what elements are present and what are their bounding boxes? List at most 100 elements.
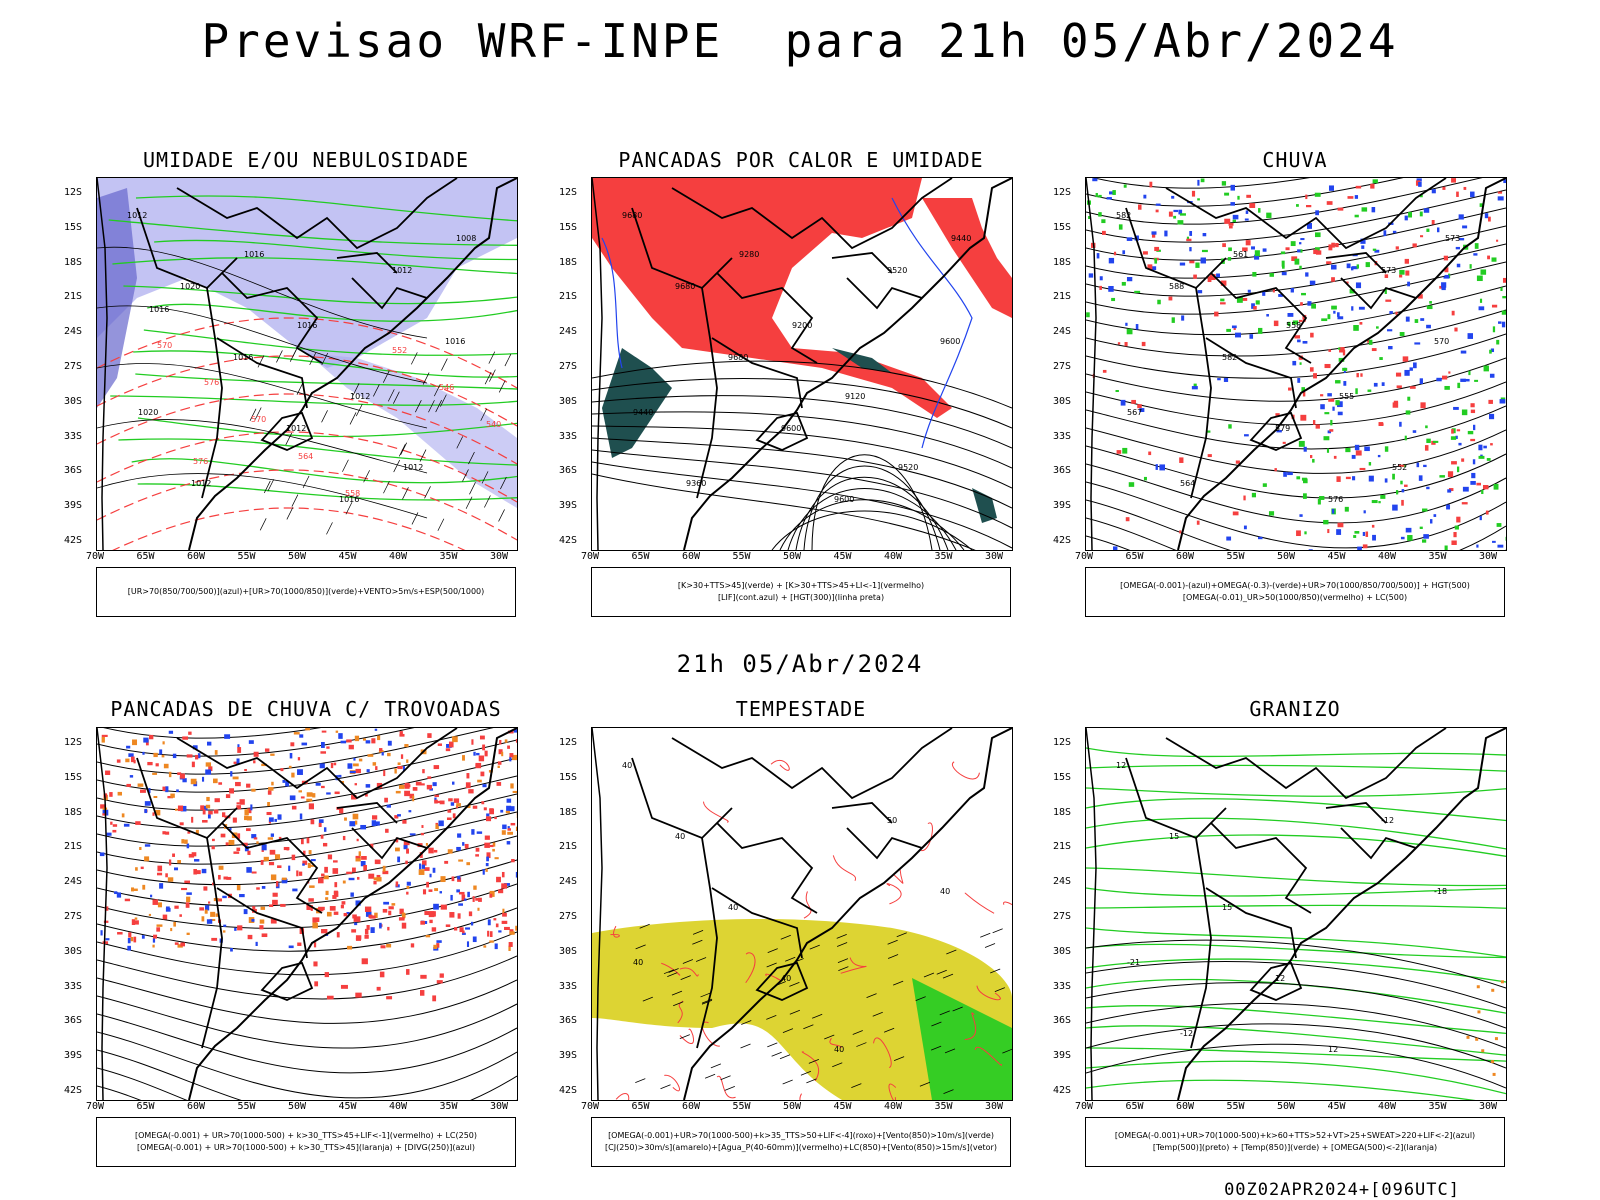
precip-pixel: [1258, 327, 1263, 334]
precip-pixel: [340, 904, 344, 909]
wind-vector: [373, 384, 380, 397]
precip-pixel: [379, 971, 385, 978]
thickness-contour-red: [97, 469, 517, 541]
temp850-contour-green: [1086, 787, 1506, 797]
precip-pixel: [1362, 544, 1368, 549]
streamline: [1086, 535, 1131, 550]
precip-pixel: [1330, 419, 1333, 426]
precip-pixel: [387, 926, 390, 931]
precip-pixel: [352, 867, 356, 873]
temp850-contour-green: [1086, 834, 1506, 857]
wind-vector: [915, 996, 926, 1001]
precip-pixel: [1209, 274, 1216, 281]
precip-pixel: [1102, 369, 1107, 373]
wind-vector: [660, 1084, 671, 1090]
precip-pixel: [1503, 179, 1506, 184]
precip-pixel: [1276, 429, 1282, 433]
streamline: [1086, 517, 1506, 550]
precip-pixel: [216, 898, 222, 902]
wind-vector: [267, 479, 275, 492]
precip-pixel: [1200, 257, 1206, 264]
precip-pixel: [1407, 396, 1411, 401]
precip-pixel: [419, 990, 425, 996]
precip-pixel: [168, 730, 174, 734]
wind-vector: [424, 486, 431, 499]
precip-pixel: [1453, 406, 1459, 410]
contour-label-red: 558: [345, 489, 360, 498]
precip-pixel: [1112, 546, 1118, 550]
lon-tick-label: 60W: [682, 1101, 701, 1112]
precip-pixel: [1292, 360, 1297, 366]
precip-pixel: [1147, 264, 1153, 270]
precip-pixel: [397, 814, 401, 817]
humidity-contour-green: [123, 285, 517, 305]
lat-tick-label: 12S: [1053, 187, 1072, 198]
precip-pixel: [177, 772, 182, 776]
precipitable-water-contour: [803, 891, 812, 919]
precip-pixel: [201, 776, 205, 782]
precip-pixel: [1337, 312, 1340, 317]
precipitable-water-contour: [888, 1083, 897, 1100]
precip-pixel: [208, 901, 211, 904]
precip-pixel: [172, 853, 175, 857]
precip-pixel: [1224, 218, 1231, 224]
precip-pixel: [315, 782, 321, 786]
precip-pixel: [476, 752, 480, 756]
lon-tick-label: 60W: [1176, 551, 1195, 562]
precip-pixel: [1309, 367, 1314, 372]
precip-pixel: [1228, 247, 1232, 252]
lat-tick-label: 42S: [1053, 1085, 1072, 1096]
precip-pixel: [478, 897, 482, 902]
lat-tick-label: 24S: [559, 876, 578, 888]
precip-pixel: [1493, 483, 1499, 490]
contour-label: 9520: [898, 463, 918, 472]
wind-vector: [872, 1011, 883, 1017]
precip-pixel: [1439, 475, 1445, 478]
precip-pixel: [1491, 257, 1497, 262]
map-panel-1: 1012 1020 1016 1012 1016 1012 1016 1020 1012 1016…: [96, 177, 518, 551]
precip-pixel: [360, 824, 367, 830]
lat-tick-label: 42S: [1053, 535, 1072, 546]
precip-pixel: [494, 943, 498, 950]
precip-pixel: [1151, 231, 1157, 235]
precip-pixel: [355, 768, 361, 774]
precip-pixel: [167, 877, 174, 882]
height-contour: [592, 411, 1012, 469]
legend-box-2: [K>30+TTS>45](verde) + [K>30+TTS>45+LI<-…: [591, 567, 1011, 617]
precip-pixel: [104, 906, 109, 911]
precip-pixel: [1501, 310, 1506, 315]
wind-vector: [639, 923, 650, 929]
lat-tick-label: 12S: [64, 187, 83, 198]
precip-pixel: [492, 848, 495, 852]
precip-pixel: [1245, 210, 1249, 214]
precip-pixel: [110, 821, 113, 825]
precip-pixel: [1419, 211, 1423, 217]
temp850-contour-green: [1086, 798, 1506, 822]
country-border: [755, 411, 809, 451]
precip-pixel: [100, 930, 103, 936]
country-border: [136, 757, 238, 840]
lon-tick-label: 70W: [86, 1101, 105, 1112]
precip-pixel: [226, 876, 232, 880]
precip-pixel: [1230, 202, 1235, 206]
precip-pixel: [484, 842, 490, 848]
precip-pixel: [324, 866, 328, 873]
precip-pixel: [447, 849, 453, 854]
precip-pixel: [373, 877, 379, 881]
precip-pixel: [102, 805, 106, 809]
precip-pixel: [507, 745, 510, 749]
precip-pixel: [364, 928, 369, 935]
precip-pixel: [475, 854, 479, 857]
precip-pixel: [1301, 292, 1306, 296]
precip-pixel: [1298, 319, 1303, 322]
lat-tick-label: 27S: [1053, 911, 1072, 922]
precip-pixel: [1098, 212, 1102, 217]
precip-pixel: [347, 763, 353, 769]
wind-vector: [363, 470, 370, 483]
humidity-contour-green: [131, 458, 517, 484]
precip-pixel: [114, 891, 118, 895]
precip-pixel: [1349, 289, 1355, 294]
precip-pixel: [1157, 299, 1161, 305]
precip-pixel: [1417, 294, 1423, 299]
precip-pixel: [506, 805, 512, 811]
